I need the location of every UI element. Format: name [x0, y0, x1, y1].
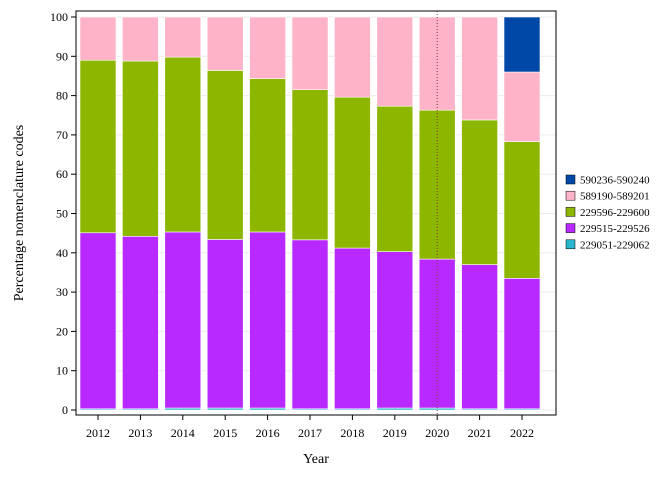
bar-segment	[334, 16, 371, 98]
x-tick-label: 2014	[171, 426, 195, 440]
y-tick-label: 10	[56, 364, 68, 378]
x-tick-label: 2013	[128, 426, 152, 440]
bar-segment	[461, 16, 498, 121]
y-tick-label: 60	[56, 167, 68, 181]
bar-segment	[164, 231, 202, 409]
bar-segment	[79, 59, 117, 234]
y-tick-label: 20	[56, 324, 68, 338]
x-tick-label: 2022	[510, 426, 534, 440]
bar-segment	[503, 278, 541, 410]
y-tick-label: 90	[56, 49, 68, 63]
x-tick-label: 2017	[298, 426, 322, 440]
y-tick-label: 80	[56, 89, 68, 103]
bar-segment	[291, 16, 329, 91]
bar-segment	[249, 231, 286, 409]
y-tick-label: 40	[56, 246, 68, 260]
bar-segment	[164, 16, 202, 58]
bars	[79, 16, 541, 411]
bar-segment	[376, 16, 414, 107]
legend: 590236-590240 589190-589201 229596-229600 2…	[565, 174, 650, 251]
legend-swatch	[565, 190, 576, 201]
x-axis-title: Year	[303, 452, 329, 467]
bar-segment	[164, 56, 202, 233]
bar-segment	[291, 239, 329, 410]
bar-segment	[334, 247, 371, 410]
y-axis: 0 10 20 30 40 50 60 70 80 90 100	[50, 10, 76, 417]
bar-segment	[206, 239, 244, 409]
legend-swatch	[565, 174, 576, 185]
x-tick-label: 2019	[383, 426, 407, 440]
bar-segment	[79, 16, 117, 61]
bar-segment	[79, 232, 117, 410]
y-tick-label: 0	[62, 403, 68, 417]
y-tick-label: 70	[56, 128, 68, 142]
y-axis-title: Percentage nomenclature codes	[12, 125, 27, 301]
bar-segment	[334, 96, 371, 249]
bar-segment	[249, 78, 286, 233]
legend-label: 589190-589201	[580, 191, 650, 203]
bar-segment	[503, 16, 541, 73]
legend-label: 590236-590240	[580, 175, 650, 187]
legend-swatch	[565, 239, 576, 250]
bar-segment	[461, 119, 498, 265]
bar-segment	[291, 89, 329, 241]
bar-segment	[206, 70, 244, 240]
bar-segment	[376, 105, 414, 252]
legend-swatch	[565, 223, 576, 233]
bar-segment	[503, 141, 541, 279]
x-tick-label: 2012	[86, 426, 110, 440]
bar-segment	[418, 16, 456, 111]
y-tick-label: 30	[56, 285, 68, 299]
y-tick-label: 100	[50, 10, 68, 24]
bar-segment	[376, 251, 414, 409]
bar-segment	[503, 71, 541, 142]
x-tick-label: 2016	[256, 426, 280, 440]
bar-segment	[461, 264, 498, 410]
x-axis: 2012 2013 2014 2015 2016 2017 2018 2019 2020 2021…	[86, 415, 534, 440]
x-tick-label: 2015	[213, 426, 237, 440]
y-tick-label: 50	[56, 207, 68, 221]
bar-segment	[122, 60, 159, 237]
x-tick-label: 2018	[340, 426, 364, 440]
x-tick-label: 2020	[425, 426, 449, 440]
legend-label: 229051-229062	[580, 239, 650, 251]
legend-swatch	[565, 207, 576, 217]
bar-segment	[249, 16, 286, 80]
bar-segment	[418, 258, 456, 409]
x-tick-label: 2021	[468, 426, 492, 440]
bar-segment	[206, 16, 244, 71]
legend-label: 229596-229600	[580, 207, 650, 219]
bar-segment	[122, 16, 159, 62]
legend-label: 229515-229526	[580, 223, 650, 235]
bar-segment	[122, 235, 159, 410]
